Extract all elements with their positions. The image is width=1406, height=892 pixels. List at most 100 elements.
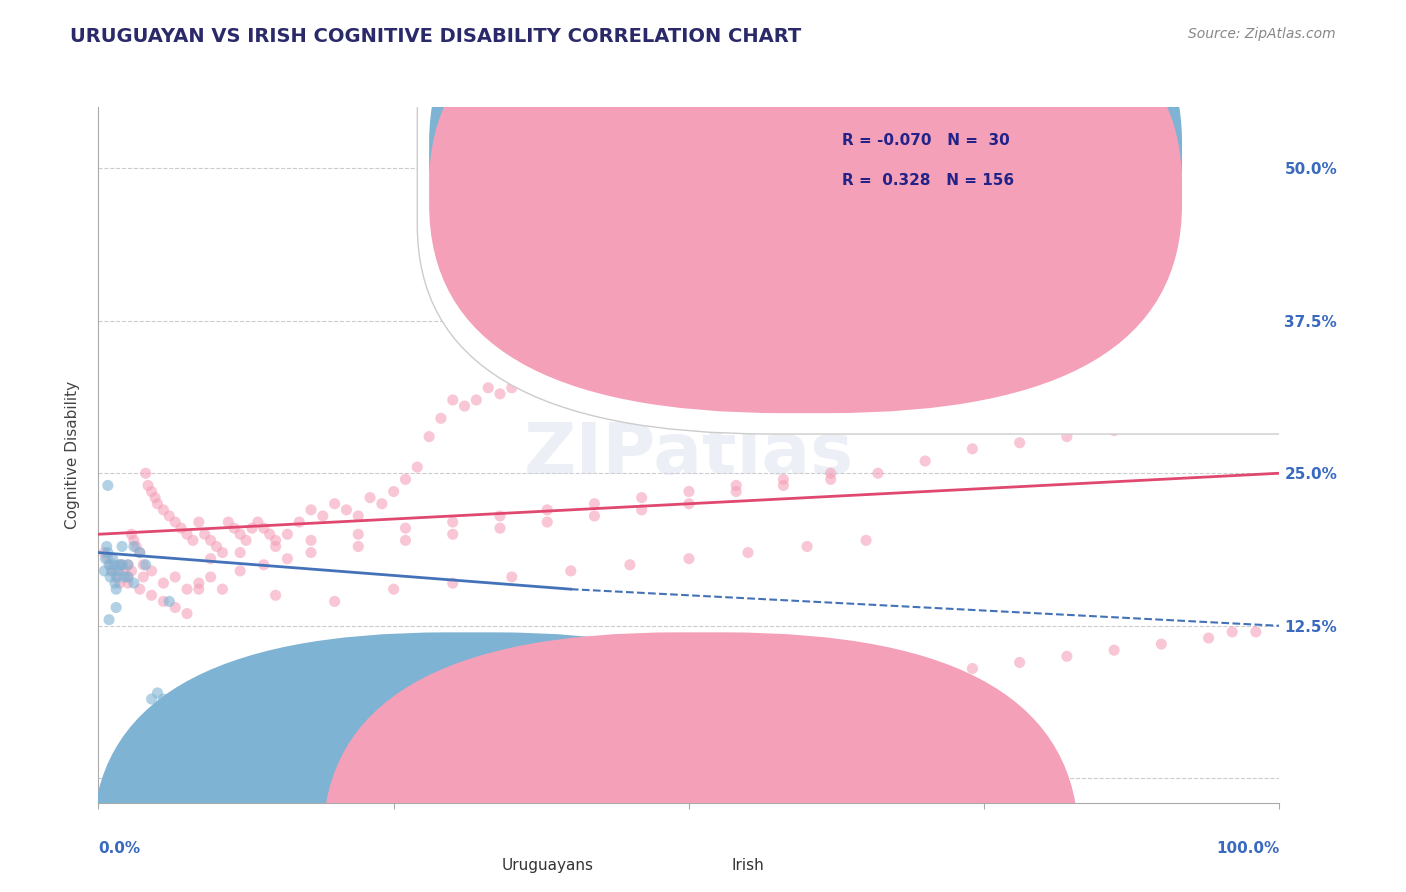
Point	[152, 594, 174, 608]
Point	[489, 508, 512, 523]
Point	[200, 551, 222, 566]
Point	[371, 497, 394, 511]
Point	[146, 686, 169, 700]
Point	[211, 582, 233, 597]
Point	[796, 540, 818, 554]
Point	[914, 454, 936, 468]
Point	[98, 570, 121, 584]
Point	[453, 399, 475, 413]
Point	[112, 564, 135, 578]
Point	[121, 564, 143, 578]
Point	[441, 515, 464, 529]
Point	[170, 521, 193, 535]
Point	[152, 503, 174, 517]
Point	[264, 588, 287, 602]
Point	[820, 467, 842, 481]
Point	[772, 478, 794, 492]
Point	[135, 467, 157, 481]
Point	[141, 588, 163, 602]
Point	[146, 497, 169, 511]
Point	[97, 478, 120, 492]
Point	[489, 387, 512, 401]
Point	[536, 515, 558, 529]
Point	[121, 527, 143, 541]
Point	[524, 356, 547, 370]
Point	[108, 558, 131, 572]
Point	[97, 545, 120, 559]
Point	[394, 533, 416, 548]
Point	[866, 673, 889, 688]
Point	[141, 692, 163, 706]
Point	[630, 332, 652, 346]
Point	[501, 570, 523, 584]
Point	[820, 197, 842, 211]
Text: R = -0.070   N =  30: R = -0.070 N = 30	[842, 133, 1011, 148]
Point	[619, 558, 641, 572]
Point	[560, 344, 582, 359]
Point	[143, 491, 166, 505]
Point	[678, 551, 700, 566]
FancyBboxPatch shape	[418, 0, 1406, 434]
Point	[253, 521, 276, 535]
FancyBboxPatch shape	[323, 632, 1078, 892]
Point	[583, 497, 606, 511]
Text: 0.0%: 0.0%	[98, 841, 141, 856]
Point	[489, 521, 512, 535]
Point	[96, 540, 118, 554]
Point	[299, 545, 322, 559]
Point	[108, 558, 131, 572]
Point	[100, 564, 122, 578]
Point	[117, 570, 139, 584]
Text: Source: ZipAtlas.com: Source: ZipAtlas.com	[1188, 27, 1336, 41]
Point	[194, 527, 217, 541]
Point	[128, 545, 150, 559]
Point	[630, 503, 652, 517]
Point	[394, 521, 416, 535]
Point	[157, 594, 180, 608]
Point	[98, 558, 121, 572]
Point	[737, 545, 759, 559]
Point	[235, 533, 257, 548]
Point	[1008, 435, 1031, 450]
Point	[548, 356, 571, 370]
Point	[772, 235, 794, 249]
Point	[1102, 424, 1125, 438]
Point	[229, 564, 252, 578]
Point	[418, 429, 440, 443]
Point	[93, 545, 115, 559]
Text: URUGUAYAN VS IRISH COGNITIVE DISABILITY CORRELATION CHART: URUGUAYAN VS IRISH COGNITIVE DISABILITY …	[70, 27, 801, 45]
Point	[536, 351, 558, 365]
Point	[347, 527, 370, 541]
Point	[299, 533, 322, 548]
Point	[224, 521, 246, 535]
Point	[938, 210, 960, 224]
Point	[165, 570, 187, 584]
Point	[132, 558, 155, 572]
Point	[105, 582, 128, 597]
Point	[97, 551, 120, 566]
Point	[176, 607, 198, 621]
Point	[103, 558, 125, 572]
Point	[152, 692, 174, 706]
Point	[152, 576, 174, 591]
Point	[128, 582, 150, 597]
Point	[276, 551, 298, 566]
Point	[678, 497, 700, 511]
Point	[890, 186, 912, 200]
Point	[98, 558, 121, 572]
Point	[702, 283, 724, 297]
FancyBboxPatch shape	[429, 0, 1182, 371]
Point	[1220, 624, 1243, 639]
Text: Uruguayans: Uruguayans	[501, 858, 593, 873]
Text: R =  0.328   N = 156: R = 0.328 N = 156	[842, 172, 1015, 187]
Point	[229, 527, 252, 541]
Point	[1244, 624, 1267, 639]
Point	[725, 265, 748, 279]
Point	[117, 558, 139, 572]
Point	[299, 503, 322, 517]
Point	[187, 582, 209, 597]
Point	[441, 392, 464, 407]
Point	[394, 472, 416, 486]
Point	[748, 246, 770, 260]
Point	[135, 558, 157, 572]
